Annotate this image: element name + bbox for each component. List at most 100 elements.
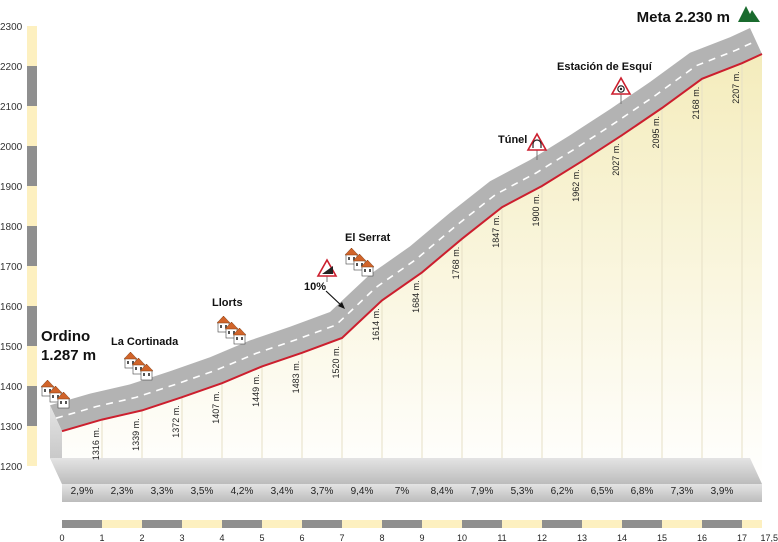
gradient-label: 3,7% (311, 486, 334, 497)
x-tick-label: 17,5 (760, 533, 778, 542)
tunnel-sign-icon (526, 132, 548, 160)
gradient-label: 9,4% (351, 486, 374, 497)
y-axis-band-segment (27, 26, 37, 66)
elevation-label: 1847 m. (491, 215, 501, 248)
x-tick-label: 5 (259, 533, 264, 542)
y-axis-band-segment (27, 426, 37, 466)
x-tick-label: 0 (59, 533, 64, 542)
gradient-label: 3,9% (711, 486, 734, 497)
x-axis-band-segment (662, 520, 702, 528)
x-tick-label: 11 (497, 533, 506, 542)
x-axis-band-segment (422, 520, 462, 528)
elevation-label: 1614 m. (371, 308, 381, 341)
x-axis-band-segment (62, 520, 102, 528)
x-axis-band-segment (182, 520, 222, 528)
place-name: Estación de Esquí (557, 61, 653, 73)
gradient-label: 2,9% (71, 486, 94, 497)
x-axis-band-segment (142, 520, 182, 528)
x-axis-band-segment (102, 520, 142, 528)
gradient-label: 4,2% (231, 486, 254, 497)
place-name: Meta 2.230 m (637, 9, 730, 26)
x-axis-band-segment (262, 520, 302, 528)
x-tick-label: 2 (139, 533, 144, 542)
x-tick-label: 17 (737, 533, 747, 542)
ski-sign-icon (610, 76, 632, 104)
road-center-line (55, 40, 757, 419)
y-axis-band-segment (27, 266, 37, 306)
x-tick-label: 7 (339, 533, 344, 542)
profile-area (50, 28, 763, 502)
profile-line (61, 53, 763, 433)
y-tick-label: 2200 (0, 62, 23, 73)
y-tick-label: 2000 (0, 142, 23, 153)
x-tick-label: 3 (179, 533, 184, 542)
elevation-label: 1483 m. (291, 361, 301, 394)
x-tick-label: 13 (577, 533, 587, 542)
elevation-label: 1768 m. (451, 247, 461, 280)
place-name: El Serrat (345, 232, 391, 244)
x-axis-band-segment (462, 520, 502, 528)
place-name: La Cortinada (111, 336, 179, 348)
elevation-label: 1316 m. (91, 428, 101, 461)
y-axis-band-segment (27, 106, 37, 146)
y-tick-label: 1200 (0, 462, 23, 473)
x-axis-band-segment (342, 520, 382, 528)
y-axis-band-segment (27, 66, 37, 106)
place-name: Llorts (212, 297, 243, 309)
gradient-label: 8,4% (431, 486, 454, 497)
elevation-label: 1407 m. (211, 391, 221, 424)
y-axis-band-segment (27, 346, 37, 386)
elevation-label: 2095 m. (651, 116, 661, 149)
x-axis-band-segment (222, 520, 262, 528)
x-axis-band-segment (302, 520, 342, 528)
elevation-label: 1962 m. (571, 169, 581, 202)
elevation-label: 1449 m. (251, 374, 261, 407)
gradient-label: 3,5% (191, 486, 214, 497)
y-axis-band-segment (27, 186, 37, 226)
elevation-label: 2027 m. (611, 143, 621, 176)
gradient-label: 2,3% (111, 486, 134, 497)
x-tick-label: 9 (419, 533, 424, 542)
y-tick-label: 1300 (0, 422, 23, 433)
village-icon (40, 379, 71, 409)
gradient-label: 7% (395, 486, 410, 497)
y-tick-label: 1700 (0, 262, 23, 273)
y-tick-label: 1400 (0, 382, 23, 393)
y-tick-label: 2100 (0, 102, 23, 113)
road-surface (50, 28, 762, 432)
x-tick-label: 10 (457, 533, 467, 542)
village-icon (123, 351, 154, 381)
elevation-labels: 1316 m. 1339 m. 1372 m. 1407 m. 1449 m. 1483 … (91, 71, 741, 460)
x-tick-label: 4 (219, 533, 224, 542)
y-axis-band-segment (27, 146, 37, 186)
y-axis: 1200 1300 1400 1500 1600 1700 1800 1900 2000 2100… (0, 22, 37, 473)
gradient-label: 6,2% (551, 486, 574, 497)
gradient-labels: 2,9% 2,3% 3,3% 3,5% 4,2% 3,4% 3,7% 9,4% 7% 8,4% 7,… (71, 486, 734, 497)
gradient-label: 3,4% (271, 486, 294, 497)
x-tick-label: 6 (299, 533, 304, 542)
elevation-label: 1372 m. (171, 405, 181, 438)
gradient-label: 7,9% (471, 486, 494, 497)
village-icon (344, 247, 375, 277)
x-tick-label: 14 (617, 533, 627, 542)
x-tick-label: 16 (697, 533, 707, 542)
x-axis-band-segment (542, 520, 582, 528)
x-axis-band-segment (582, 520, 622, 528)
gradient-label: 5,3% (511, 486, 534, 497)
x-axis-band-segment (382, 520, 422, 528)
y-axis-band-segment (27, 306, 37, 346)
x-axis-band-segment (702, 520, 742, 528)
elevation-label: 1520 m. (331, 346, 341, 379)
y-tick-label: 1800 (0, 222, 23, 233)
x-tick-label: 8 (379, 533, 384, 542)
annotation-label: 10% (304, 281, 326, 293)
elevation-label: 1900 m. (531, 194, 541, 227)
x-axis-band-segment (622, 520, 662, 528)
y-axis-band-segment (27, 226, 37, 266)
x-axis: 0 1 2 3 4 5 6 7 8 9 10 11 12 13 14 15 16 17 17,5 (59, 520, 778, 542)
place-markers: Ordino 1.287 m La Cortinada Llorts El Serrat… (40, 6, 760, 409)
y-tick-label: 1900 (0, 182, 23, 193)
village-icon (216, 315, 247, 345)
gradient-label: 6,8% (631, 486, 654, 497)
